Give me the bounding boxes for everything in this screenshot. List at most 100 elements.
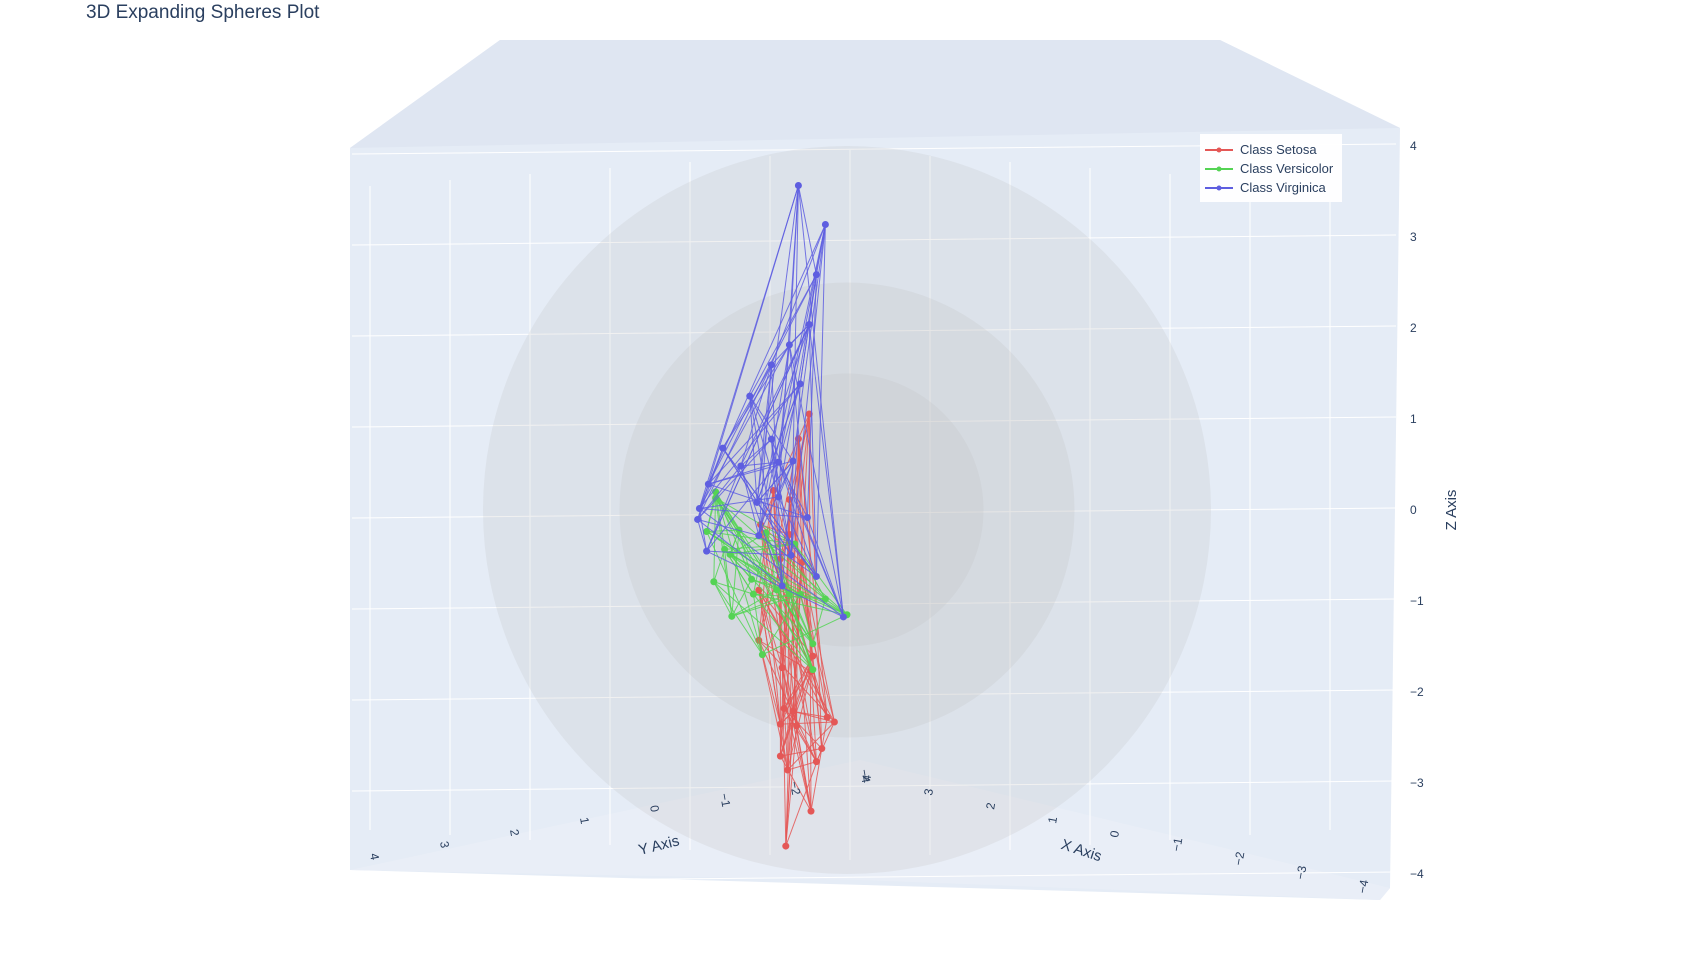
x-tick-label: 3 <box>921 787 936 796</box>
series-line <box>797 185 817 275</box>
series-line <box>749 395 772 440</box>
sphere <box>619 282 1075 738</box>
z-tick-label: 4 <box>1410 139 1417 153</box>
series-line <box>758 590 781 725</box>
grid-line <box>351 507 1397 519</box>
data-point <box>776 720 784 728</box>
series-line <box>778 461 808 518</box>
x-tick-label: 2 <box>983 801 998 810</box>
data-point <box>704 480 712 488</box>
data-point <box>737 462 745 470</box>
legend-marker <box>1216 185 1222 191</box>
series-line <box>788 534 798 726</box>
data-point <box>753 498 761 506</box>
data-point <box>789 457 797 465</box>
series-line <box>713 549 726 582</box>
x-tick-label: 1 <box>1045 815 1060 824</box>
series-line <box>738 529 753 580</box>
data-point <box>821 595 829 603</box>
series-line <box>706 465 742 552</box>
y-tick-label: 3 <box>437 840 452 849</box>
series-line <box>761 594 801 655</box>
series-line <box>765 532 826 600</box>
data-point <box>818 745 826 753</box>
legend[interactable]: Class Setosa Class Versicolor Class Virgin… <box>1200 134 1342 202</box>
series-line <box>758 590 783 668</box>
series-line <box>790 185 799 556</box>
data-point <box>823 713 831 721</box>
data-point <box>694 515 702 523</box>
series-line <box>713 491 717 582</box>
data-point <box>728 612 736 620</box>
series-line <box>758 535 817 577</box>
data-point <box>796 380 804 388</box>
legend-label: Class Virginica <box>1240 180 1327 195</box>
series-line <box>808 324 844 618</box>
series-line <box>740 364 772 467</box>
data-point <box>775 458 783 466</box>
series-line <box>715 497 733 617</box>
series-line <box>724 549 814 645</box>
data-point <box>812 572 820 580</box>
data-point <box>778 664 786 672</box>
series-line <box>788 593 814 645</box>
data-point <box>821 220 829 228</box>
series-line <box>756 502 817 577</box>
z-axis-title: Z Axis <box>1443 490 1460 531</box>
grid-line <box>351 689 1397 701</box>
series-line <box>724 543 795 550</box>
series-line <box>779 755 812 812</box>
series-line <box>797 438 828 718</box>
data-point <box>719 444 727 452</box>
series-2 <box>694 181 847 621</box>
series-line <box>783 708 817 762</box>
data-point <box>809 666 817 674</box>
x-tick-label: 4 <box>859 773 874 782</box>
series-line <box>713 581 814 671</box>
data-point <box>812 271 820 279</box>
grid-line <box>351 325 1397 337</box>
series-line <box>797 438 803 563</box>
series-line <box>715 491 814 645</box>
series-line <box>765 532 814 645</box>
series-line <box>731 593 790 617</box>
series-line <box>812 598 826 644</box>
data-point <box>787 551 795 559</box>
floor-pane <box>350 760 1390 900</box>
grid-line <box>351 416 1397 428</box>
data-point <box>767 361 775 369</box>
series-line <box>783 671 812 709</box>
data-point <box>796 591 804 599</box>
series-line <box>789 593 826 600</box>
series-line <box>697 518 759 537</box>
x-tick-label: −2 <box>1231 850 1247 866</box>
z-tick-label: −2 <box>1410 685 1424 699</box>
data-point <box>793 722 801 730</box>
y-tick-label: −1 <box>717 792 733 808</box>
series-line <box>708 383 801 485</box>
series-line <box>788 499 812 812</box>
data-point <box>805 321 813 329</box>
series-line <box>749 395 794 462</box>
z-tick-label: 2 <box>1410 321 1417 335</box>
series-line <box>815 224 826 577</box>
x-tick-label: −3 <box>1293 864 1309 880</box>
series-line <box>706 550 844 618</box>
series-line <box>738 529 826 600</box>
data-point <box>778 582 786 590</box>
series-line <box>756 364 772 503</box>
legend-label: Class Versicolor <box>1240 161 1334 176</box>
data-point <box>773 586 781 594</box>
series-line <box>797 413 810 439</box>
y-tick-label: 4 <box>367 852 382 861</box>
series-line <box>799 594 814 644</box>
data-point <box>784 766 792 774</box>
series-line <box>731 589 778 617</box>
series-line <box>752 594 763 655</box>
series-line <box>713 581 763 655</box>
series-line <box>788 185 799 345</box>
series-line <box>707 224 826 485</box>
data-point <box>780 704 788 712</box>
series-line <box>790 224 826 556</box>
